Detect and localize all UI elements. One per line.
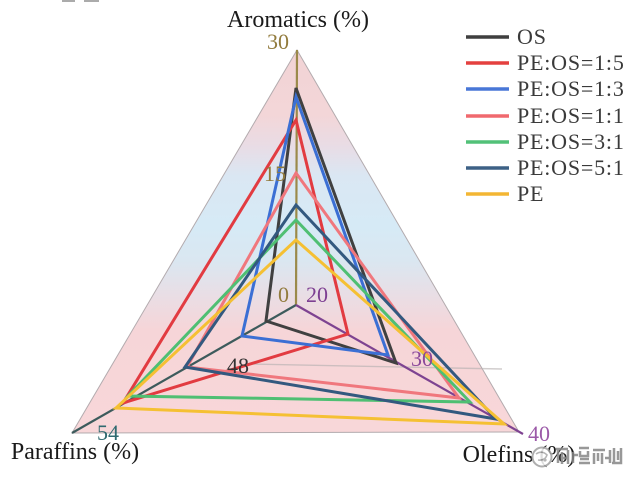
svg-text:PE:OS=1:1: PE:OS=1:1 bbox=[517, 103, 625, 128]
svg-text:PE:OS=3:1: PE:OS=3:1 bbox=[517, 129, 625, 154]
svg-text:PE:OS=5:1: PE:OS=5:1 bbox=[517, 155, 625, 180]
svg-text:54: 54 bbox=[97, 420, 119, 445]
svg-text:Aromatics (%): Aromatics (%) bbox=[227, 7, 369, 33]
svg-text:20: 20 bbox=[306, 282, 328, 307]
svg-text:PE:OS=1:5: PE:OS=1:5 bbox=[517, 50, 625, 75]
svg-text:0: 0 bbox=[278, 282, 289, 307]
svg-text:30: 30 bbox=[411, 346, 433, 371]
svg-text:Paraffins (%): Paraffins (%) bbox=[11, 439, 139, 465]
svg-text:30: 30 bbox=[267, 29, 289, 54]
svg-text:15: 15 bbox=[264, 161, 286, 186]
svg-text:Olefins (%): Olefins (%) bbox=[463, 442, 576, 468]
svg-text:OS: OS bbox=[517, 24, 547, 49]
svg-text:40: 40 bbox=[528, 421, 550, 446]
svg-text:PE:OS=1:3: PE:OS=1:3 bbox=[517, 76, 625, 101]
svg-text:48: 48 bbox=[227, 353, 249, 378]
svg-text:PE: PE bbox=[517, 181, 544, 206]
